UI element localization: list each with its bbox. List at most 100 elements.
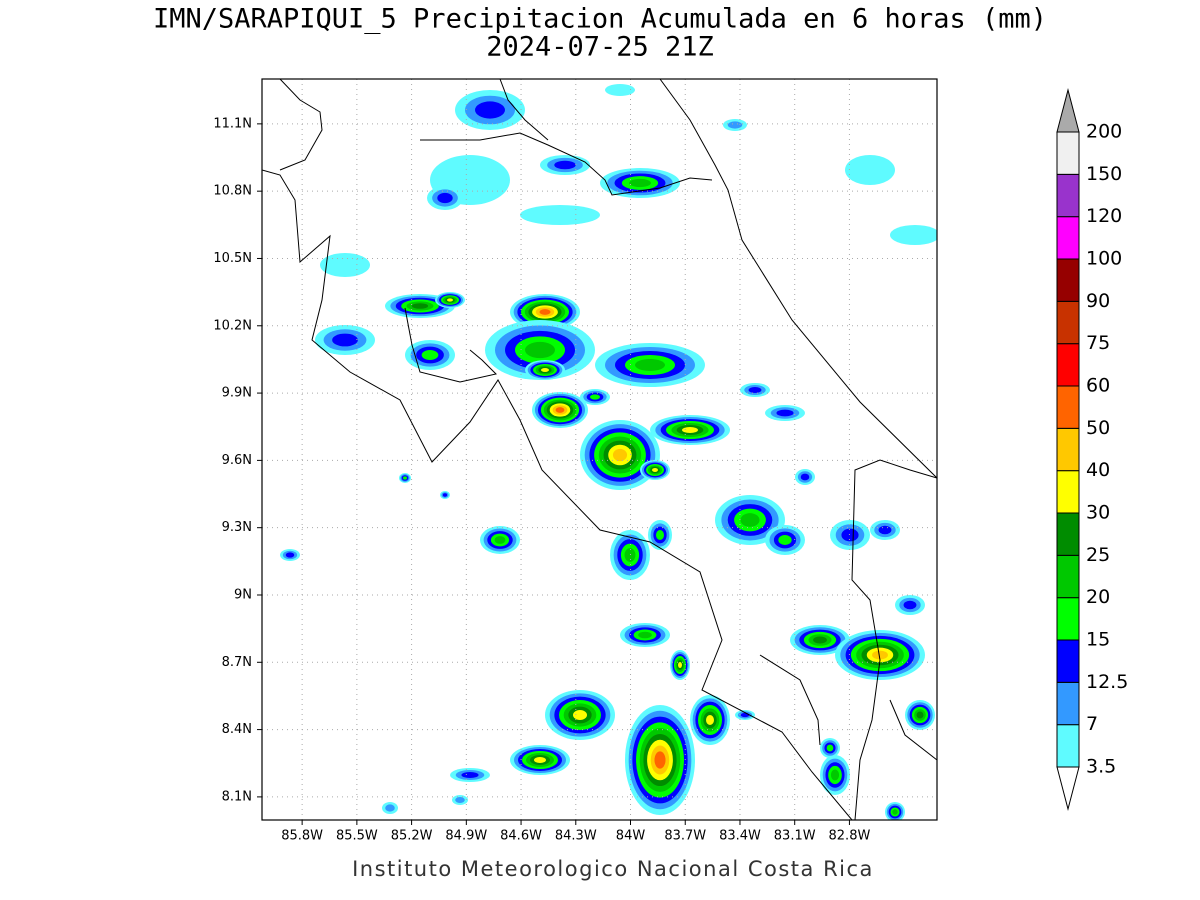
colorbar-box [1056,343,1080,387]
precip-contour [654,751,666,769]
colorbar-box [1056,470,1080,514]
y-tick-label: 8.4N [222,722,252,737]
colorbar-box [1056,427,1080,472]
colorbar-label: 90 [1086,290,1110,312]
coastline [279,79,323,171]
precip-contour [638,631,652,639]
colorbar-box [1056,216,1080,260]
precip-contour [845,155,895,185]
precip-contour [727,121,743,129]
title: IMN/SARAPIQUI_5 Precipitacion Acumulada … [153,4,1047,35]
y-tick-label: 9.6N [222,453,252,468]
precip-contour [590,394,600,400]
precip-contour [682,427,698,433]
colorbar-box [1056,597,1080,641]
coastline [499,79,937,479]
precip-contour [447,298,453,302]
y-tick-label: 9.3N [222,520,252,535]
precip-contour [740,513,760,527]
colorbar-box [1056,131,1080,175]
precip-contour [494,536,506,544]
precip-contour [541,368,549,372]
y-tick-label: 8.7N [222,655,252,670]
colorbar-box [1056,385,1080,429]
colorbar-label: 25 [1086,544,1110,566]
precip-contour [813,636,827,644]
x-tick-label: 82.8W [829,829,871,844]
coastlines [262,79,937,820]
precip-contour [748,387,762,393]
border [851,459,937,820]
precip-contour [916,711,924,719]
precip-contour [437,192,453,204]
precip-contour [475,101,505,119]
colorbar-under [1056,766,1080,811]
precip-contour [534,757,546,763]
precip-contour [555,407,565,413]
precip-contour [442,493,448,497]
precip-contour [421,350,439,360]
map-frame [261,78,938,821]
x-tick-label: 83.7W [664,829,706,844]
colorbar-box [1056,300,1080,345]
colorbar-label: 7 [1086,713,1098,735]
precip-contour [539,309,551,315]
y-tick-label: 10.2N [213,318,252,333]
precip-contour [411,303,429,309]
colorbar-label: 30 [1086,502,1110,524]
precip-field [280,84,937,820]
precip-contour [320,253,370,277]
precip-contour [778,535,792,545]
footer: Instituto Meteorologico Nacional Costa R… [352,857,874,881]
precip-contour [872,650,888,660]
colorbar-label: 200 [1086,121,1122,143]
precip-contour [892,809,898,815]
colorbar-label: 20 [1086,586,1110,608]
colorbar-label: 75 [1086,332,1110,354]
precip-contour [903,600,917,610]
precip-contour [624,548,636,562]
precip-contour [612,448,628,462]
precip-contour [605,84,635,96]
x-tick-label: 85.8W [281,829,323,844]
x-tick-label: 84.9W [445,829,487,844]
x-tick-label: 85.5W [336,829,378,844]
colorbar-box [1056,724,1080,768]
precip-contour [800,473,810,481]
precip-contour [878,525,892,535]
y-tick-label: 9N [234,587,252,602]
x-tick-label: 83.1W [774,829,816,844]
precip-contour [554,160,576,170]
precip-contour [332,333,358,347]
precip-contour [652,468,658,472]
precip-contour [841,528,859,542]
x-tick-label: 84.3W [555,829,597,844]
precip-contour [706,715,714,725]
colorbar-box [1056,681,1080,726]
colorbar-label: 40 [1086,459,1110,481]
precip-contour [740,712,750,718]
coastline [404,307,497,383]
precip-contour [525,341,555,359]
precip-contour [830,769,840,781]
x-tick-label: 84.6W [500,829,542,844]
colorbar-box [1056,512,1080,556]
subtitle: 2024-07-25 21Z [486,32,714,63]
colorbar-label: 15 [1086,629,1110,651]
x-tick-label: 84W [616,829,646,844]
x-tick-label: 83.4W [719,829,761,844]
precip-contour [455,797,465,803]
colorbar-label: 3.5 [1086,756,1116,778]
y-tick-label: 9.9N [222,386,252,401]
border [420,132,713,196]
colorbar-label: 50 [1086,417,1110,439]
precip-contour [385,804,395,812]
colorbar-label: 120 [1086,205,1122,227]
precip-contour [826,744,834,752]
colorbar-over [1056,88,1080,133]
precip-contour [461,772,479,778]
y-tick-label: 10.8N [213,184,252,199]
precip-contour [629,178,651,188]
precip-contour [656,530,664,540]
